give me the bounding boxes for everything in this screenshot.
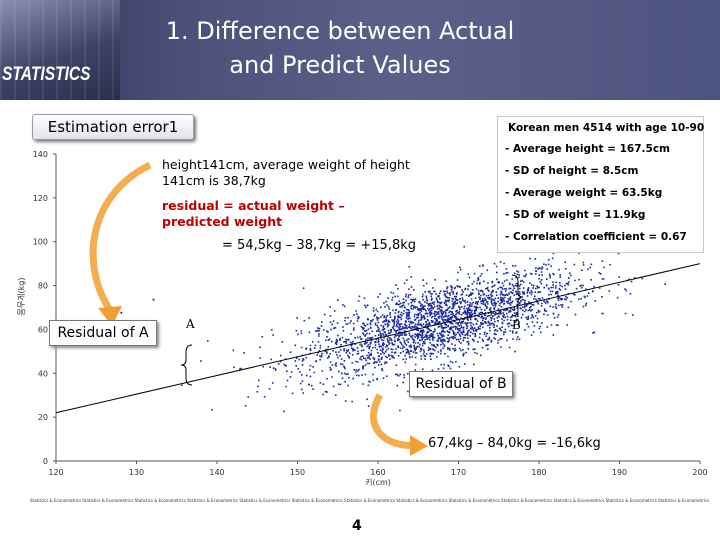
residual-a-box: Residual of A: [49, 320, 157, 346]
info-heading: Korean men 4514 with age 10-90: [508, 122, 705, 134]
arrowhead-a: [98, 306, 122, 326]
info-line: - Average weight = 63.5kg: [505, 187, 663, 199]
info-line: - SD of weight = 11.9kg: [505, 209, 646, 221]
header-bar: STATISTICS 1. Difference between Actual …: [0, 0, 720, 100]
regression-line: [55, 263, 701, 414]
residual-definition: residual = actual weight – predicted wei…: [162, 198, 345, 229]
x-tick-label: 200: [692, 468, 707, 477]
title-line-1: 1. Difference between Actual: [165, 17, 515, 45]
footer-strip: Statistics & Econometrics Statistics & E…: [30, 498, 710, 503]
y-tick-label: 0: [43, 457, 48, 466]
scatter-point: [120, 311, 123, 314]
residual-b-box: Residual of B: [409, 371, 513, 397]
y-axis-label: 몸무게(kg): [16, 278, 26, 316]
brace-a: [180, 344, 193, 386]
y-tick-label: 120: [33, 194, 48, 203]
plot-axes: 0 20 40 60 80 100 120 140 120 130 140 150 160 170 180 1…: [16, 150, 708, 487]
y-tick-label: 20: [38, 413, 48, 422]
curved-arrow-b: [370, 393, 416, 449]
info-line: - SD of height = 8.5cm: [505, 165, 639, 177]
point-b-label: B: [512, 318, 521, 332]
x-tick-label: 190: [612, 468, 627, 477]
info-line: - Average height = 167.5cm: [505, 143, 670, 155]
x-tick-label: 120: [48, 468, 63, 477]
x-tick-label: 160: [370, 468, 385, 477]
scatter-plot: 0 20 40 60 80 100 120 140 120 130 140 150 160 170 180 1…: [16, 150, 708, 487]
x-tick-label: 130: [129, 468, 144, 477]
y-tick-label: 100: [33, 238, 48, 247]
calc-a: = 54,5kg – 38,7kg = +15,8kg: [222, 238, 417, 253]
x-axis-label: 키(cm): [365, 478, 391, 487]
x-tick-label: 150: [290, 468, 305, 477]
scatter-points: [181, 241, 666, 413]
title-line-2: and Predict Values: [229, 51, 451, 79]
y-tick-label: 80: [38, 282, 48, 291]
y-tick-label: 40: [38, 369, 48, 378]
x-tick-label: 170: [451, 468, 466, 477]
header-building-image: [0, 0, 120, 100]
slide-title: 1. Difference between Actual and Predict…: [130, 14, 550, 82]
info-box: [497, 116, 704, 253]
section-word: STATISTICS: [2, 64, 91, 85]
scatter-point: [152, 298, 155, 301]
info-line: - Correlation coefficient = 0.67: [505, 231, 687, 243]
curved-arrow-a: [89, 161, 152, 312]
x-tick-label: 140: [209, 468, 224, 477]
brace-b: [511, 274, 524, 317]
regression-line-group: [55, 263, 701, 414]
subtitle-box: Estimation error1: [32, 114, 194, 140]
arrowhead-b: [410, 435, 428, 456]
y-tick-label: 60: [38, 325, 48, 334]
point-a-label: A: [186, 317, 195, 331]
x-tick-label: 180: [531, 468, 546, 477]
calc-b: 67,4kg – 84,0kg = -16,6kg: [428, 436, 601, 451]
page-number: 4: [352, 518, 362, 534]
height-note: height141cm, average weight of height 14…: [162, 157, 410, 188]
y-tick-label: 140: [33, 150, 48, 159]
